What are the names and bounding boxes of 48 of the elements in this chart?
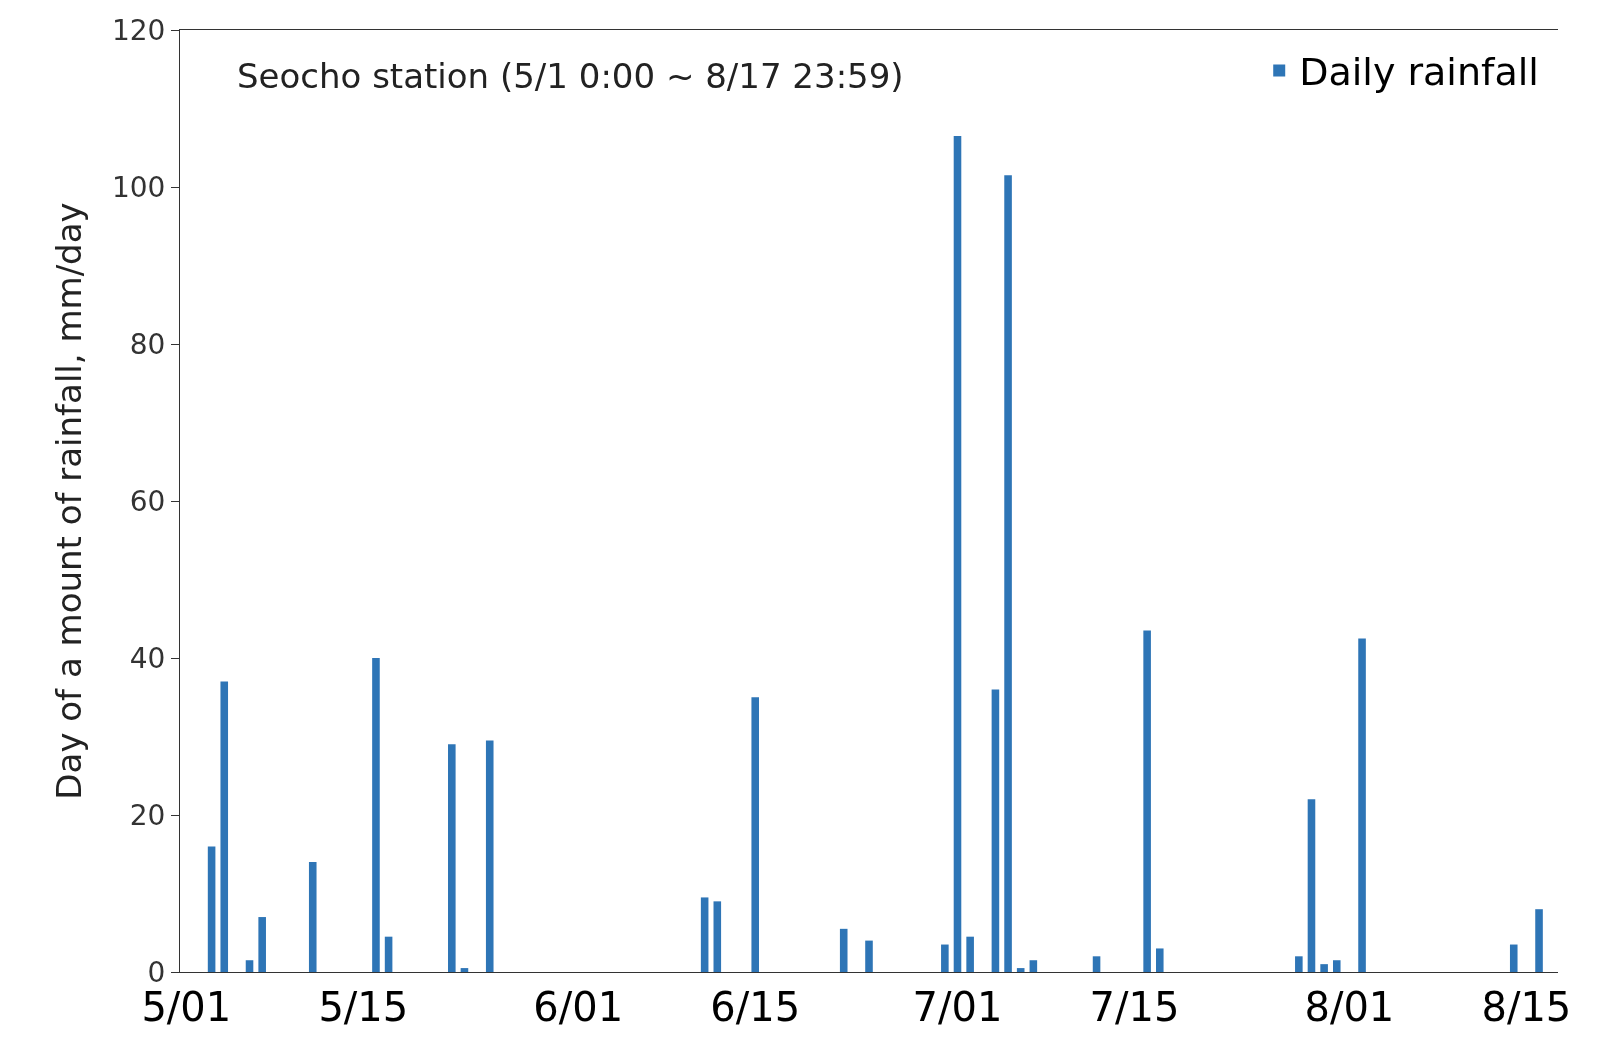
bar xyxy=(1004,175,1012,972)
bar xyxy=(1092,956,1101,972)
x-tick-label: 7/15 xyxy=(1089,984,1180,1030)
bar xyxy=(1307,799,1316,972)
bar xyxy=(839,928,848,972)
bar xyxy=(751,697,760,972)
bar xyxy=(700,897,709,972)
y-tick-label: 80 xyxy=(129,327,166,361)
bar xyxy=(713,901,722,972)
bar xyxy=(258,917,266,972)
x-tick-label: 8/15 xyxy=(1481,984,1572,1030)
y-axis-title: Day of a mount of rainfall, mm/day xyxy=(48,202,89,800)
x-tick-label: 5/15 xyxy=(318,984,409,1030)
legend-label: Daily rainfall xyxy=(1299,50,1539,95)
bar xyxy=(1535,909,1543,972)
x-tick-label: 7/01 xyxy=(912,984,1003,1030)
bar xyxy=(1016,968,1025,972)
y-tick-label: 120 xyxy=(111,13,166,47)
bar xyxy=(1332,960,1341,972)
bar xyxy=(941,944,949,972)
bar xyxy=(308,862,317,972)
x-tick-label: 6/15 xyxy=(710,984,801,1030)
bar xyxy=(1509,944,1518,972)
bar xyxy=(953,135,962,972)
bar xyxy=(207,846,216,972)
text: Seocho station (5/1 0:00 ~ 8/17 23:59) xyxy=(237,56,904,96)
y-tick-label: 60 xyxy=(129,484,166,518)
bar xyxy=(865,940,873,972)
bar xyxy=(1295,956,1303,972)
x-tick-label: 6/01 xyxy=(533,984,624,1030)
bar xyxy=(1155,948,1164,972)
bar xyxy=(372,658,380,972)
bar xyxy=(448,744,456,972)
bar xyxy=(485,740,494,972)
bar xyxy=(966,936,974,972)
bar xyxy=(220,681,229,972)
bar xyxy=(384,936,393,972)
y-tick-label: 20 xyxy=(129,798,166,832)
x-tick-label: 8/01 xyxy=(1304,984,1395,1030)
bar xyxy=(460,968,469,972)
bar xyxy=(1358,638,1366,972)
y-tick-label: 100 xyxy=(111,170,166,204)
y-tick-label: 40 xyxy=(129,641,166,675)
bar xyxy=(991,689,1000,972)
bar xyxy=(1029,960,1038,972)
bar xyxy=(1143,630,1151,972)
bar xyxy=(1320,964,1328,972)
bar xyxy=(245,960,254,972)
